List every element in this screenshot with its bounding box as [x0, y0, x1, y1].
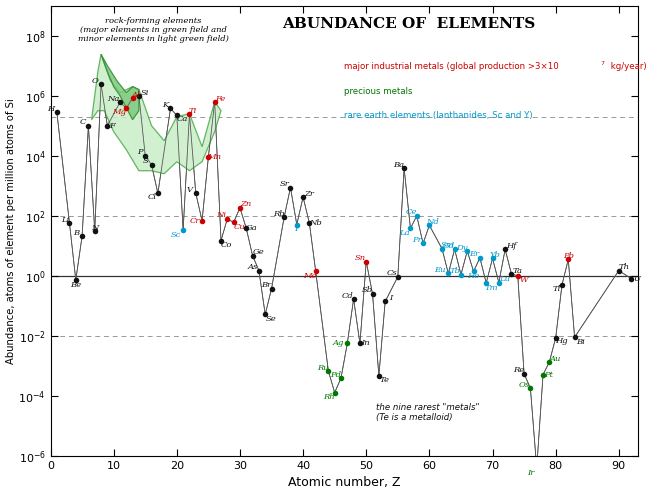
Text: Lu: Lu [499, 275, 510, 283]
Text: O: O [92, 77, 99, 85]
Text: Cr: Cr [190, 217, 201, 225]
Text: 7: 7 [600, 60, 604, 65]
Text: Ti: Ti [188, 107, 196, 115]
Text: Ge: Ge [253, 248, 264, 256]
Text: Sb: Sb [361, 287, 373, 295]
Text: Zr: Zr [304, 190, 314, 198]
Text: Ag: Ag [333, 340, 344, 347]
Text: Sm: Sm [441, 241, 455, 249]
Text: Ru: Ru [317, 363, 329, 372]
Text: W: W [519, 276, 528, 284]
Text: F: F [109, 122, 115, 130]
Text: Er: Er [469, 250, 480, 258]
Text: Se: Se [266, 315, 276, 323]
Text: Rh: Rh [323, 393, 335, 401]
Text: Ho: Ho [468, 272, 480, 280]
Text: Tm: Tm [485, 284, 499, 292]
Text: Cd: Cd [342, 292, 354, 299]
Text: major industrial metals (global production >3×10: major industrial metals (global producti… [344, 62, 559, 71]
Text: Eu: Eu [434, 266, 445, 274]
Text: La: La [400, 229, 410, 237]
Text: Th: Th [619, 263, 630, 271]
Text: Be: Be [70, 281, 81, 289]
Text: Fe: Fe [215, 95, 226, 103]
Text: kg/year): kg/year) [608, 62, 646, 71]
Text: Mn: Mn [207, 153, 221, 161]
Text: Br: Br [261, 281, 271, 290]
Text: ABUNDANCE OF  ELEMENTS: ABUNDANCE OF ELEMENTS [282, 17, 535, 31]
Text: Ba: Ba [393, 161, 404, 169]
Text: Sn: Sn [355, 254, 366, 262]
Text: N: N [91, 224, 98, 232]
Text: Y: Y [294, 225, 300, 233]
Text: Mo: Mo [303, 272, 317, 280]
Text: Hg: Hg [555, 337, 567, 345]
Text: Tb: Tb [450, 267, 461, 275]
Text: Sr: Sr [280, 180, 290, 188]
Text: S: S [143, 157, 149, 165]
Text: V: V [187, 186, 193, 194]
Text: Cu: Cu [234, 223, 245, 231]
Y-axis label: Abundance, atoms of element per million atoms of Si: Abundance, atoms of element per million … [5, 98, 16, 364]
Text: Re: Re [513, 366, 524, 374]
Text: Dy: Dy [456, 244, 467, 251]
Text: Cs: Cs [387, 269, 398, 277]
Text: K: K [161, 101, 168, 109]
Text: Ca: Ca [177, 115, 188, 123]
Text: rare earth elements (lanthanides, Sc and Y): rare earth elements (lanthanides, Sc and… [344, 111, 533, 120]
Text: Au: Au [549, 354, 561, 363]
Text: Ta: Ta [512, 267, 522, 275]
Text: As: As [248, 263, 258, 271]
Text: Te: Te [380, 376, 390, 384]
Text: Al: Al [131, 91, 140, 99]
Text: Na: Na [107, 96, 119, 103]
Text: Sc: Sc [171, 231, 182, 239]
Text: P: P [136, 148, 142, 156]
Text: Yb: Yb [490, 251, 501, 259]
Text: Pb: Pb [563, 252, 574, 260]
X-axis label: Atomic number, Z: Atomic number, Z [288, 477, 400, 490]
Text: B: B [73, 229, 79, 237]
Text: Ga: Ga [246, 224, 258, 232]
Text: Si: Si [140, 89, 149, 97]
Text: U: U [634, 275, 641, 283]
Text: Gd: Gd [443, 242, 455, 250]
Text: Hf: Hf [506, 242, 516, 250]
Text: Tl: Tl [552, 286, 560, 294]
Text: Bi: Bi [576, 338, 584, 346]
Text: H: H [47, 105, 55, 113]
Text: Pt: Pt [544, 371, 553, 379]
Text: Ir: Ir [527, 469, 535, 477]
Text: rock-forming elements
(major elements in green field and
minor elements in light: rock-forming elements (major elements in… [78, 17, 229, 43]
Polygon shape [92, 54, 221, 174]
Text: Ce: Ce [405, 208, 417, 216]
Text: Nd: Nd [426, 218, 439, 226]
Text: Pr: Pr [413, 236, 422, 244]
Text: Zn: Zn [240, 200, 251, 208]
Text: Pd: Pd [330, 371, 341, 379]
Polygon shape [101, 54, 139, 120]
Text: Mg: Mg [112, 108, 127, 116]
Text: the nine rarest "metals"
(Te is a metalloid): the nine rarest "metals" (Te is a metall… [376, 402, 480, 422]
Text: In: In [361, 340, 370, 347]
Text: Co: Co [221, 241, 232, 249]
Text: Os: Os [519, 381, 530, 389]
Text: I: I [389, 294, 392, 302]
Text: Cl: Cl [148, 194, 157, 201]
Text: Li: Li [61, 216, 69, 224]
Text: Rb: Rb [273, 210, 284, 218]
Text: C: C [79, 118, 86, 126]
Text: precious metals: precious metals [344, 87, 413, 96]
Text: Ni: Ni [216, 211, 226, 219]
Text: Nb: Nb [309, 219, 321, 227]
